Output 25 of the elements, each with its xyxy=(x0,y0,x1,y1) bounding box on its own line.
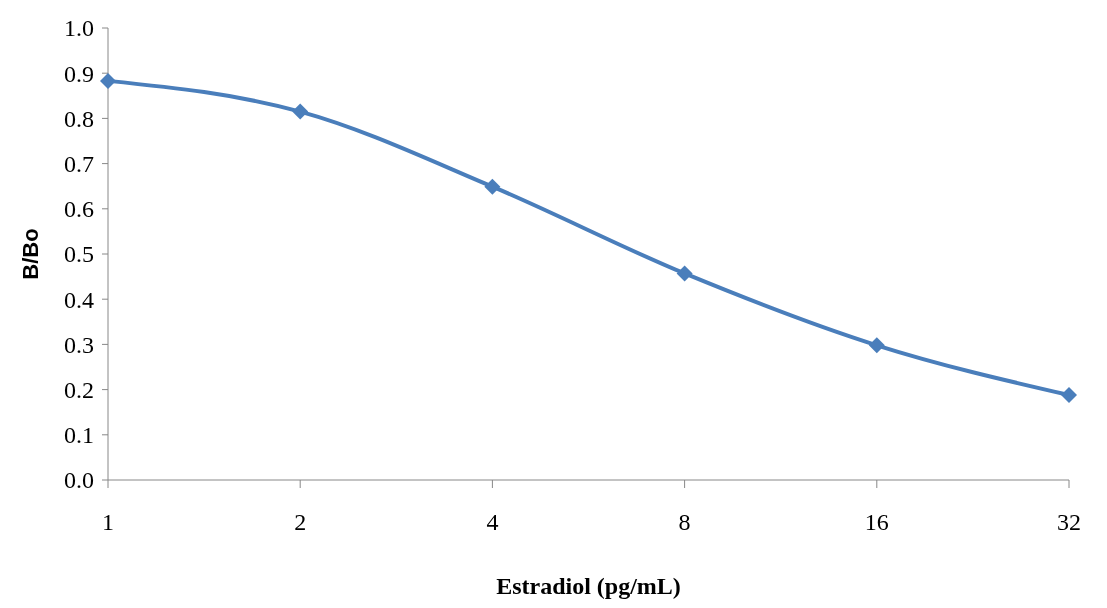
x-tick-label: 2 xyxy=(294,509,307,535)
point xyxy=(676,265,693,282)
x-tick-label: 8 xyxy=(678,509,691,535)
x-tick-label: 16 xyxy=(864,509,889,535)
y-tick-label: 0.8 xyxy=(64,105,94,132)
x-tick-label: 1 xyxy=(102,509,114,535)
y-tick-label: 0.5 xyxy=(64,241,94,268)
y-axis-title: B/Bo xyxy=(18,228,43,280)
y-tick-label: 0.0 xyxy=(64,467,94,494)
x-axis-title: Estradiol (pg/mL) xyxy=(496,573,681,599)
y-tick-label: 0.7 xyxy=(64,151,94,177)
point xyxy=(868,337,885,354)
y-tick-label: 0.4 xyxy=(64,286,94,313)
x-tick-label: 32 xyxy=(1057,509,1081,535)
point xyxy=(1061,387,1077,404)
y-tick-label: 0.1 xyxy=(64,422,94,449)
y-tick-label: 0.3 xyxy=(64,331,94,358)
x-tick-label: 4 xyxy=(486,509,499,535)
point xyxy=(484,178,501,195)
y-tick-label: 0.6 xyxy=(64,196,94,223)
y-tick-label: 1.0 xyxy=(64,15,94,42)
point xyxy=(100,72,116,89)
point xyxy=(292,103,309,120)
y-tick-label: 0.2 xyxy=(64,377,94,403)
y-tick-label: 0.9 xyxy=(64,60,94,87)
